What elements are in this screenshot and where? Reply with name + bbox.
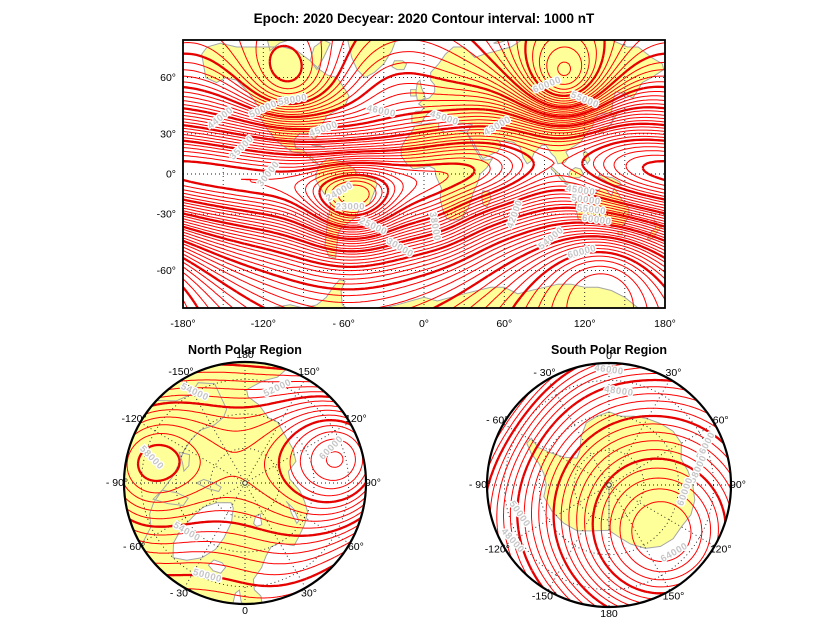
north-polar-ring-label: - 90° bbox=[106, 477, 128, 489]
x-tick-label: 60° bbox=[496, 318, 512, 330]
south-polar-ring-label: - 60° bbox=[486, 414, 508, 426]
x-tick-label: -180° bbox=[170, 318, 195, 330]
land-coastline bbox=[487, 363, 731, 607]
south-polar-ring-label: 150° bbox=[663, 590, 685, 602]
south-polar-title: South Polar Region bbox=[551, 343, 667, 357]
north-polar-ring-label: 120° bbox=[345, 413, 367, 425]
north-polar-ring-label: 60° bbox=[348, 541, 364, 553]
north-polar-ring-label: - 60° bbox=[123, 541, 145, 553]
south-polar-ring-label: 90° bbox=[730, 479, 746, 491]
y-tick-label: -60° bbox=[157, 265, 176, 277]
north-polar-ring-label: 150° bbox=[298, 366, 320, 378]
south-polar-ring-label: 180 bbox=[600, 608, 618, 620]
south-polar-rim bbox=[485, 361, 733, 609]
north-polar-title: North Polar Region bbox=[188, 343, 302, 357]
north-polar-parallel-circle bbox=[209, 447, 281, 519]
south-polar-parallel-circle bbox=[573, 449, 645, 521]
world-map-title: Epoch: 2020 Decyear: 2020 Contour interv… bbox=[253, 11, 595, 26]
south-polar-ring-label: -120° bbox=[485, 543, 510, 555]
x-tick-label: - 60° bbox=[333, 318, 355, 330]
north-polar-ring-label: - 30° bbox=[170, 588, 192, 600]
south-polar-parallel-circle bbox=[538, 414, 680, 556]
north-polar-parallel-circle bbox=[175, 413, 315, 553]
y-tick-label: -30° bbox=[157, 209, 176, 221]
north-polar-ring-label: -150° bbox=[168, 366, 193, 378]
north-polar-ring-label: -120° bbox=[121, 413, 146, 425]
north-polar-ring-label: 0 bbox=[242, 605, 248, 617]
north-polar-ring-label: 90° bbox=[365, 477, 381, 489]
contour-lines-major bbox=[183, 40, 665, 308]
world-map-panel: 4400035000300005000058000450004600024000… bbox=[183, 40, 665, 308]
south-polar-meridians bbox=[487, 363, 731, 607]
north-polar-ring-label: 30° bbox=[301, 588, 317, 600]
contour-value-label: 60000 bbox=[317, 434, 346, 463]
y-tick-label: 60° bbox=[160, 72, 176, 84]
y-tick-label: 0° bbox=[166, 169, 176, 181]
contour-value-label: 48000 bbox=[603, 384, 634, 399]
x-tick-label: 180° bbox=[654, 318, 676, 330]
contour-value-label: 23000 bbox=[336, 202, 365, 213]
contour-lines-minor bbox=[183, 40, 665, 308]
north-polar-pole-marker bbox=[242, 480, 248, 486]
north-polar-rim bbox=[122, 360, 368, 606]
north-polar-ring-label: 180 bbox=[236, 349, 254, 361]
north-polar-meridians bbox=[124, 362, 366, 604]
x-tick-label: 120° bbox=[574, 318, 596, 330]
south-polar-ring-label: 120° bbox=[710, 543, 732, 555]
south-polar-ring-label: 60° bbox=[713, 414, 729, 426]
south-polar-ring-label: - 90° bbox=[469, 479, 491, 491]
south-polar-ring-label: -150° bbox=[532, 590, 557, 602]
x-tick-label: -120° bbox=[251, 318, 276, 330]
south-polar-pole-marker bbox=[606, 482, 612, 488]
north-polar-parallel-circle bbox=[140, 378, 350, 588]
x-tick-label: 0° bbox=[419, 318, 429, 330]
world-map-frame bbox=[182, 39, 666, 309]
south-polar-ring-label: 0 bbox=[606, 350, 612, 362]
south-polar-ring-label: - 30° bbox=[533, 367, 555, 379]
y-tick-label: 30° bbox=[160, 128, 176, 140]
south-polar-ring-label: 30° bbox=[666, 367, 682, 379]
